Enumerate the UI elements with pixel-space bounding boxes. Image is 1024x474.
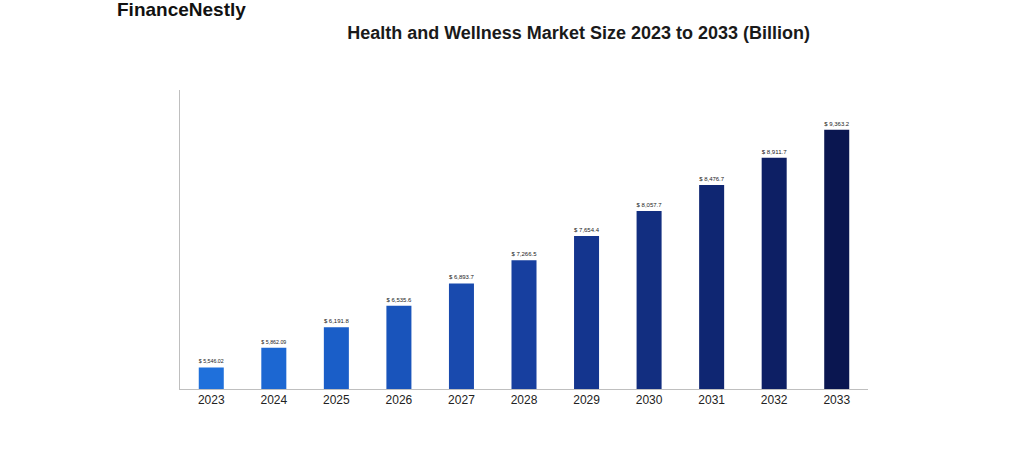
svg-text:$ 6,893.7: $ 6,893.7 [449, 274, 475, 280]
svg-text:2031: 2031 [698, 393, 725, 407]
svg-text:$ 8,476.7: $ 8,476.7 [699, 176, 725, 182]
svg-text:2027: 2027 [448, 393, 475, 407]
svg-text:$ 5,862.09: $ 5,862.09 [261, 339, 286, 345]
svg-text:2025: 2025 [323, 393, 350, 407]
svg-text:2024: 2024 [260, 393, 287, 407]
svg-text:$ 7,654.4: $ 7,654.4 [574, 227, 600, 233]
svg-text:2028: 2028 [511, 393, 538, 407]
svg-text:$ 7,266.5: $ 7,266.5 [512, 251, 538, 257]
svg-text:$ 6,191.8: $ 6,191.8 [324, 318, 350, 324]
svg-text:2026: 2026 [386, 393, 413, 407]
svg-text:$ 8,911.7: $ 8,911.7 [762, 148, 788, 155]
svg-text:2030: 2030 [636, 393, 663, 407]
svg-text:2023: 2023 [198, 393, 225, 407]
svg-text:$ 6,535.6: $ 6,535.6 [386, 297, 412, 303]
svg-text:Health and Wellness Market Siz: Health and Wellness Market Size 2023 to … [347, 23, 810, 43]
svg-text:2029: 2029 [573, 393, 600, 407]
svg-text:$ 5,546.02: $ 5,546.02 [199, 358, 224, 364]
svg-text:2033: 2033 [823, 393, 850, 407]
svg-text:FinanceNestly: FinanceNestly [117, 0, 246, 20]
svg-text:$ 9,363.2: $ 9,363.2 [824, 121, 850, 127]
svg-text:2032: 2032 [761, 393, 788, 407]
svg-text:$ 8,057.7: $ 8,057.7 [637, 202, 663, 208]
